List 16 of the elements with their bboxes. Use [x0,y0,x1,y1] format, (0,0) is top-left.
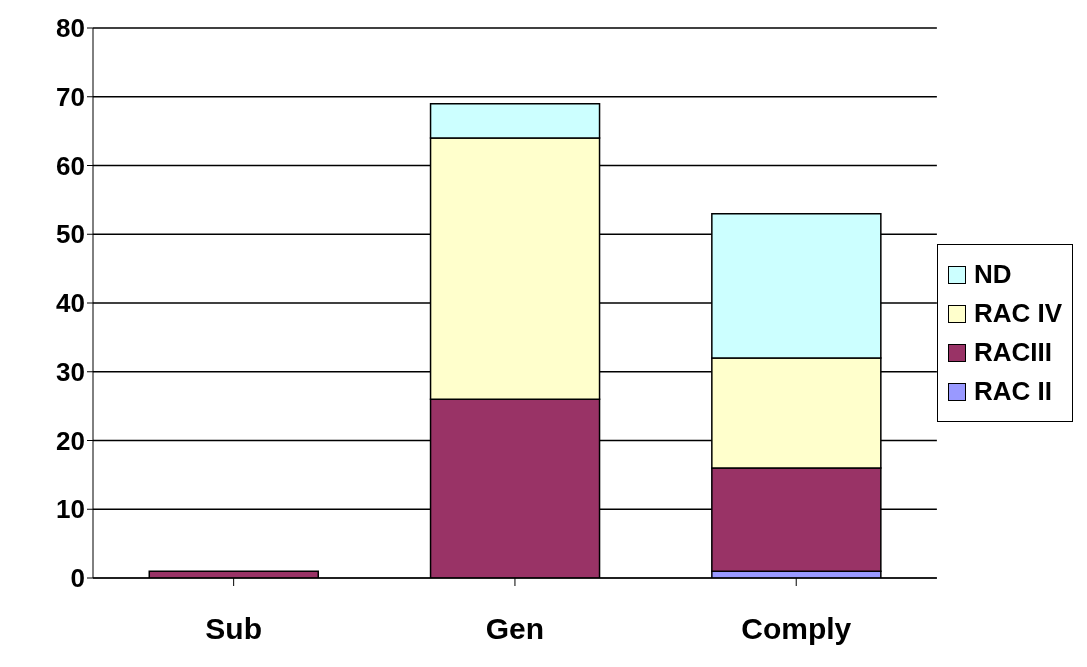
x-tick-label: Sub [205,612,262,646]
y-tick-label: 70 [56,81,85,112]
legend-label: RAC IV [973,298,1062,329]
y-tick-label: 30 [56,356,85,387]
y-tick-label: 80 [56,13,85,44]
legend-label: RAC II [973,376,1052,407]
y-tick-label: 10 [56,494,85,525]
legend-label: RACIII [973,337,1052,368]
x-tick-label: Comply [741,612,852,646]
legend-label: ND [973,259,1012,290]
y-tick-label: 0 [70,563,85,594]
y-tick-label: 50 [56,219,85,250]
x-tick-label: Gen [485,612,545,646]
y-tick-label: 40 [56,288,85,319]
y-tick-label: 60 [56,150,85,181]
y-tick-label: 20 [56,425,85,456]
